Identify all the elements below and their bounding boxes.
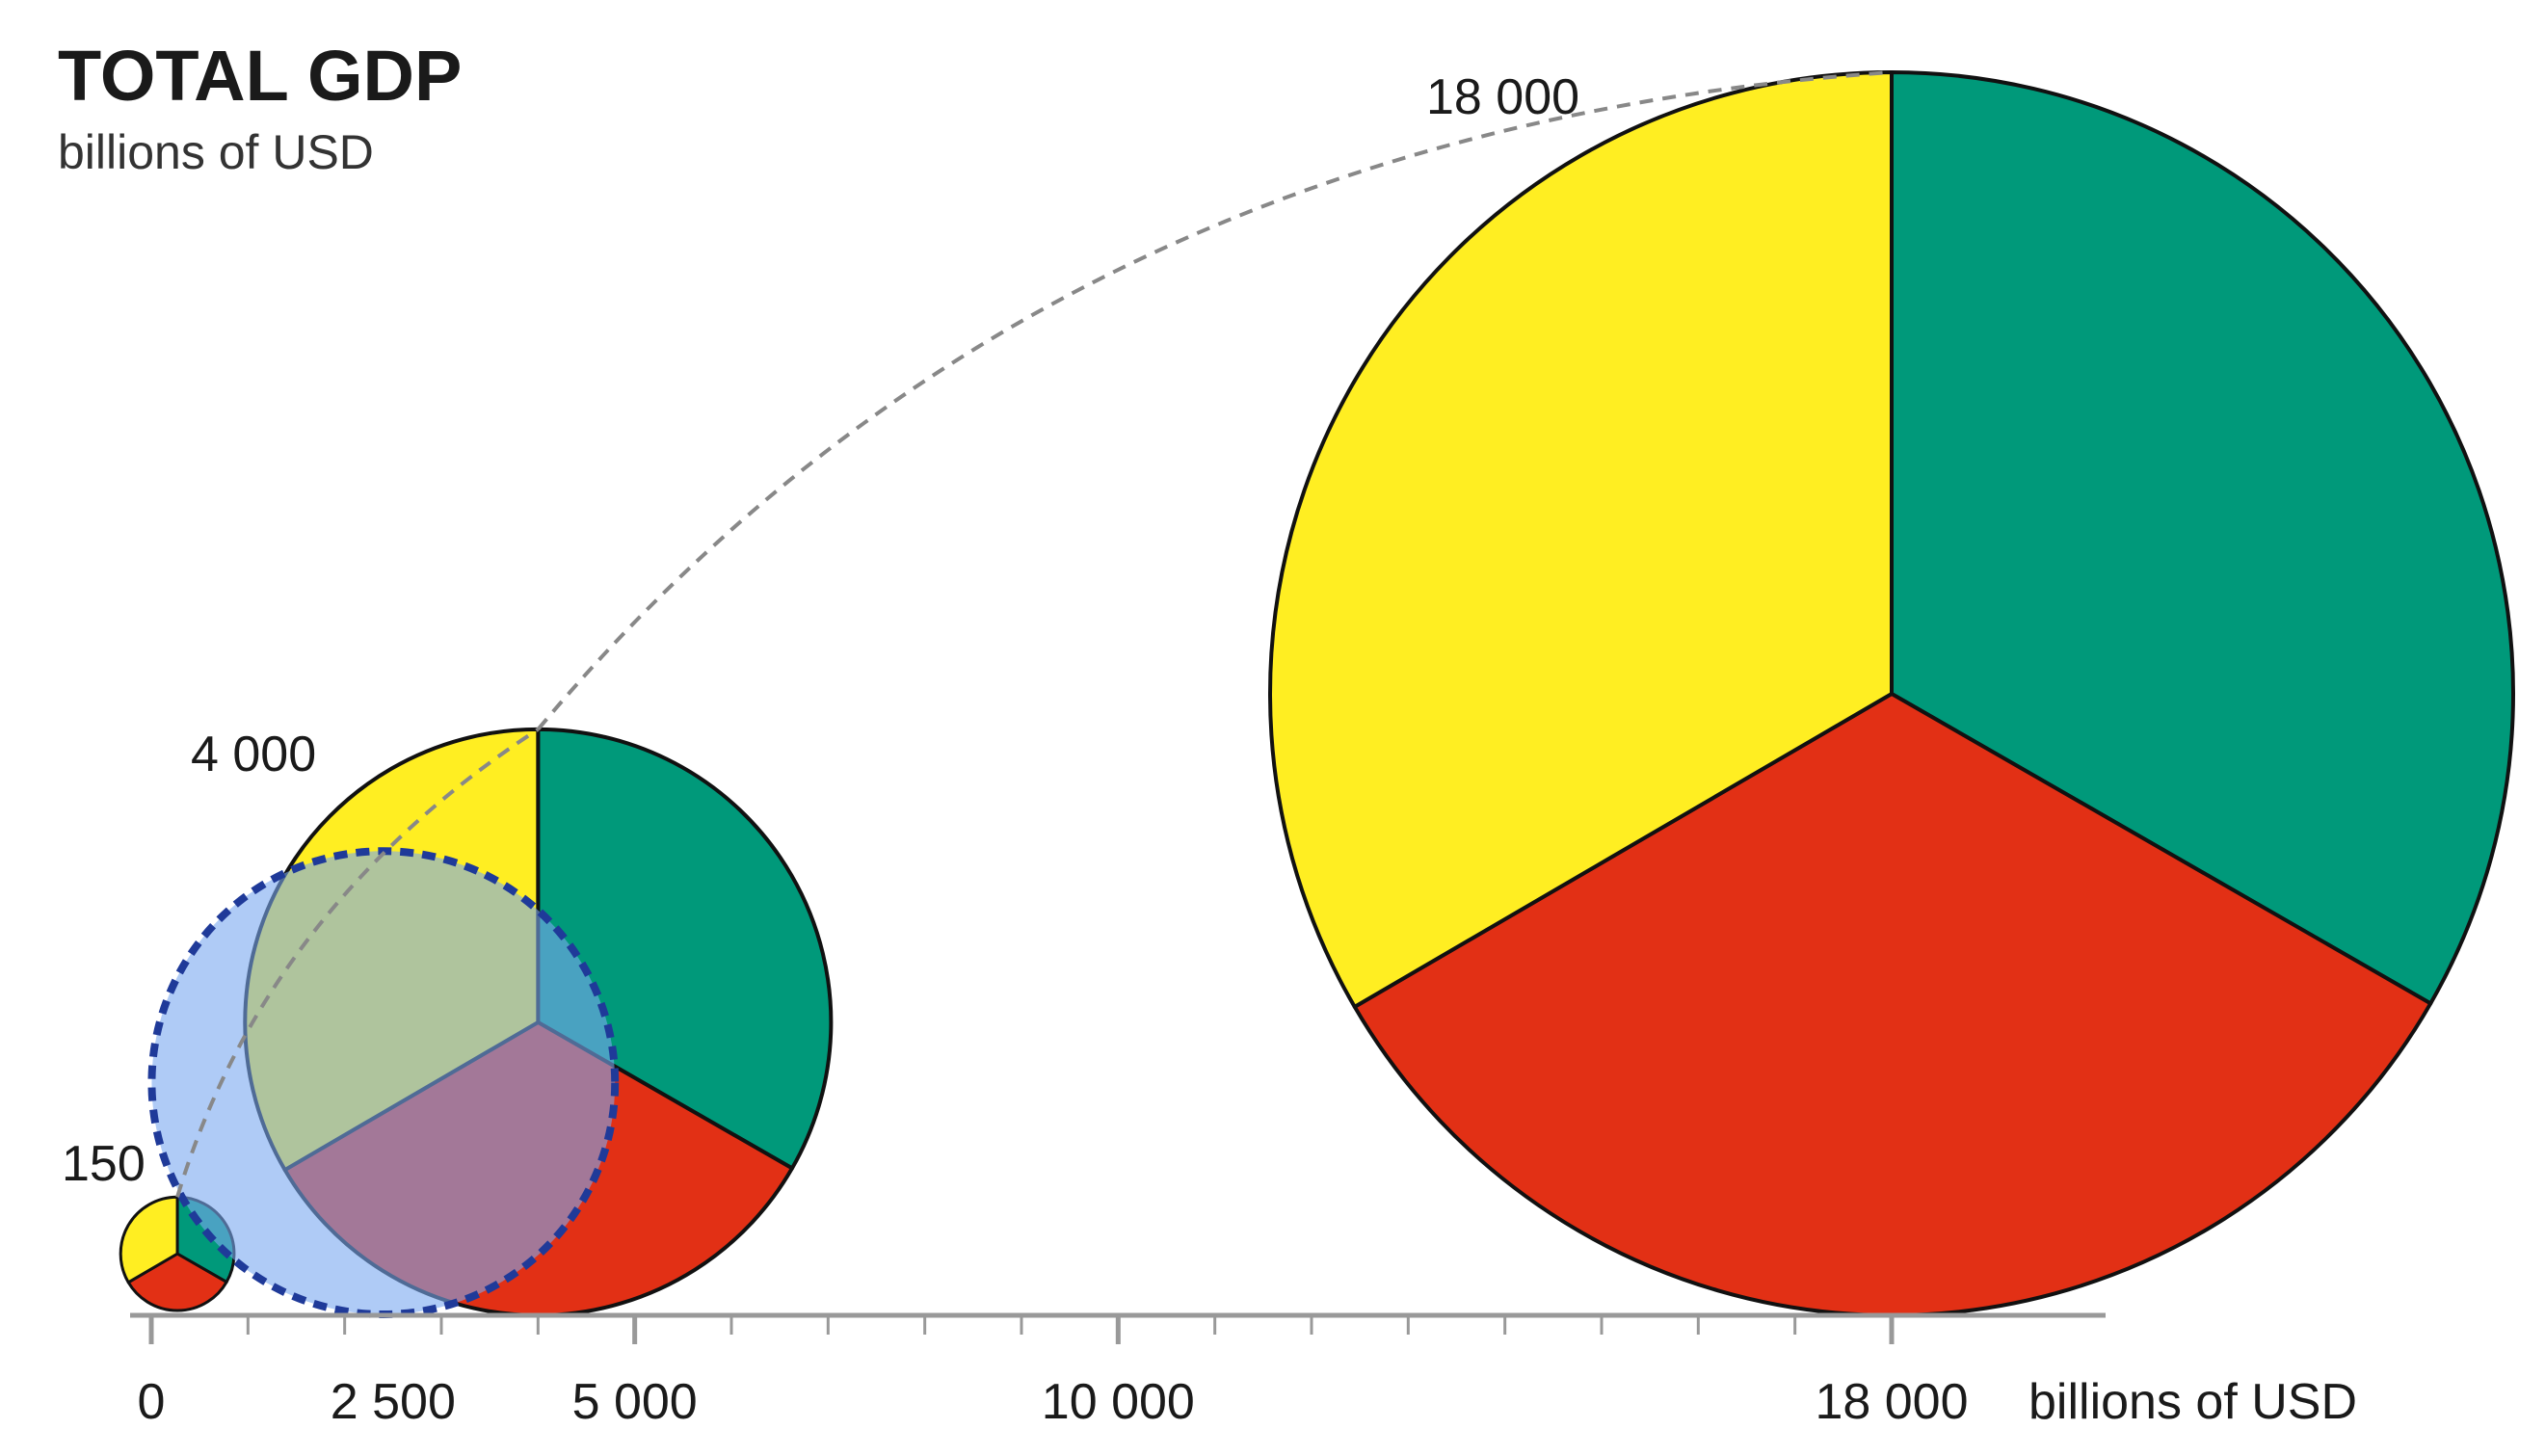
chart-title: TOTAL GDP [58, 36, 462, 116]
circle-value-label: 18 000 [1426, 69, 1579, 125]
x-axis: 0 2 500 5 000 10 000 18 000 [130, 1312, 2106, 1430]
x-tick-label: 0 [138, 1374, 166, 1430]
x-axis-label: billions of USD [2028, 1374, 2357, 1430]
x-axis-minor-ticks [148, 1315, 1895, 1344]
x-tick-label: 10 000 [1042, 1374, 1195, 1430]
highlight-circle-fill [151, 851, 616, 1314]
dashed-connector-medium-to-large [536, 70, 1893, 731]
pie-circle [1268, 70, 2515, 1317]
chart-subtitle: billions of USD [58, 125, 374, 179]
connector-layer [175, 70, 1893, 1198]
x-tick-label: 2 500 [331, 1374, 456, 1430]
pie-slice-green [1890, 70, 2515, 1006]
pie-slice-yellow [1268, 70, 1894, 1009]
x-tick-label: 5 000 [572, 1374, 698, 1430]
pie-slice-red [126, 1252, 228, 1312]
circle-value-label: 4 000 [191, 727, 316, 782]
x-axis-tick-labels: 0 2 500 5 000 10 000 18 000 [138, 1374, 1969, 1430]
x-tick-label: 18 000 [1815, 1374, 1968, 1430]
circle-value-labels: 150 4 000 18 000 [62, 69, 1579, 1192]
pie-slice-yellow [119, 1195, 179, 1284]
dashed-connector-small-to-medium [175, 728, 540, 1198]
circle-value-label: 150 [62, 1136, 146, 1192]
